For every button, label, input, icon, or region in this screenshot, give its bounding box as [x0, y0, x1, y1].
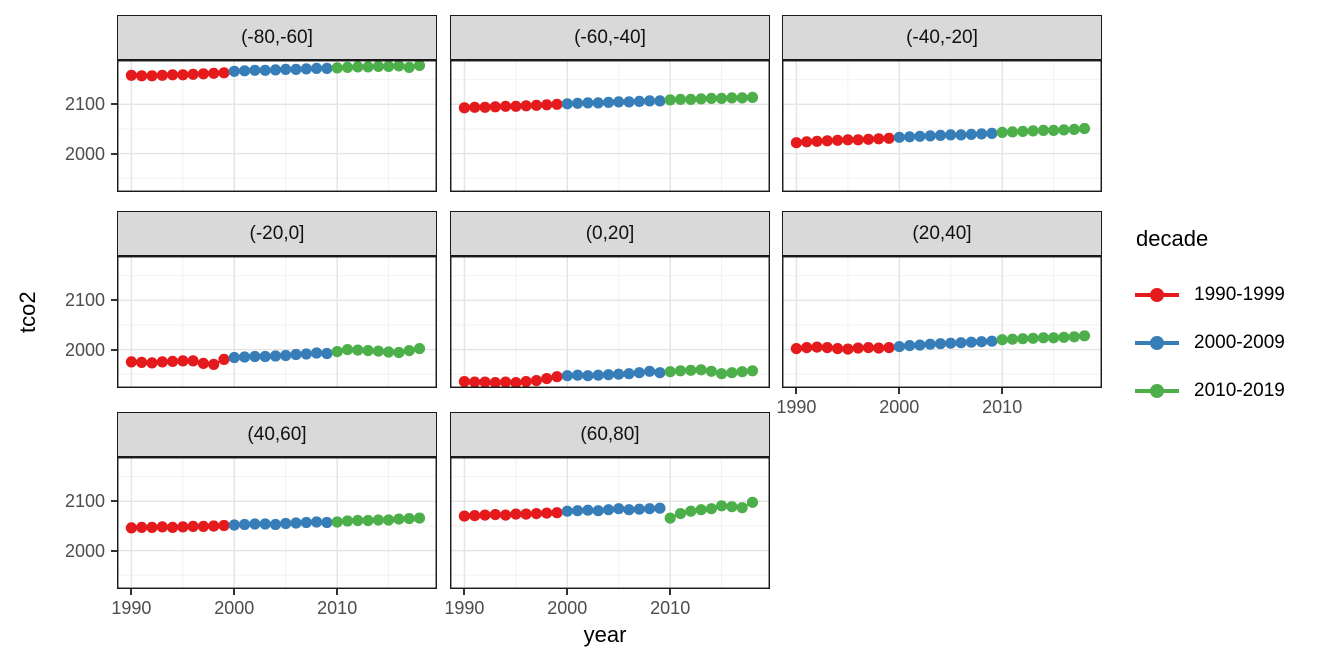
facet-strip: (40,60] [117, 412, 437, 457]
x-tick-mark [1001, 388, 1004, 394]
x-tick-label: 1990 [776, 397, 817, 417]
x-tick-label: 2000 [547, 598, 588, 618]
facet-strip: (-60,-40] [450, 15, 770, 60]
facet-panel [117, 256, 437, 388]
legend-entries: 1990-1999 2000-2009 2010-2019 [1134, 284, 1285, 402]
facet-panel [450, 60, 770, 192]
x-tick-label: 2010 [317, 598, 358, 618]
x-tick-mark [669, 589, 672, 595]
x-tick-mark [336, 589, 339, 595]
legend-key-icon [1135, 288, 1179, 302]
legend-title: decade [1136, 226, 1209, 251]
facet-panel [782, 60, 1102, 192]
facet-panel [117, 60, 437, 192]
facet-strip-label: (60,80] [580, 423, 640, 445]
legend-key-icon [1135, 336, 1179, 350]
x-tick-label: 1990 [111, 598, 152, 618]
x-tick-mark [566, 589, 569, 595]
legend-entry: 2000-2009 [1134, 332, 1285, 354]
facet-strip: (0,20] [450, 211, 770, 256]
legend: decade 1990-1999 2000-2009 2010-2019 [1134, 226, 1285, 428]
y-tick-mark [111, 299, 117, 302]
y-axis-title: tco2 [15, 291, 40, 333]
y-tick-mark [111, 152, 117, 155]
facet-strip: (-40,-20] [782, 15, 1102, 60]
x-tick-mark [898, 388, 901, 394]
x-tick-label: 2010 [650, 598, 691, 618]
facet-panel [117, 457, 437, 589]
x-tick-label: 2000 [879, 397, 920, 417]
y-tick-mark [111, 348, 117, 351]
y-tick-label: 2100 [64, 94, 105, 115]
facet-strip-label: (0,20] [585, 222, 635, 244]
legend-entry: 1990-1999 [1134, 284, 1285, 306]
facet-strip-label: (40,60] [247, 423, 307, 445]
x-tick-mark [233, 589, 236, 595]
y-tick-label: 2000 [64, 143, 105, 164]
legend-entry: 2010-2019 [1134, 380, 1285, 402]
x-axis-title: year [583, 622, 627, 647]
legend-entry-label: 2010-2019 [1194, 380, 1285, 401]
y-tick-label: 2100 [64, 290, 105, 311]
y-tick-mark [111, 549, 117, 552]
y-tick-label: 2000 [64, 339, 105, 360]
facet-strip: (20,40] [782, 211, 1102, 256]
facet-strip: (-80,-60] [117, 15, 437, 60]
y-tick-label: 2100 [64, 491, 105, 512]
x-tick-mark [130, 589, 133, 595]
x-tick-label: 2010 [982, 397, 1023, 417]
facet-strip-label: (20,40] [912, 222, 972, 244]
facet-panel [450, 457, 770, 589]
x-tick-mark [463, 589, 466, 595]
facet-strip-label: (-20,0] [249, 222, 305, 244]
facet-strip-label: (-40,-20] [906, 26, 978, 48]
facet-strip-label: (-60,-40] [574, 26, 646, 48]
facet-strip: (-20,0] [117, 211, 437, 256]
facet-panel [782, 256, 1102, 388]
facet-strip: (60,80] [450, 412, 770, 457]
y-tick-mark [111, 500, 117, 503]
legend-key-icon [1135, 384, 1179, 398]
facet-strip-label: (-80,-60] [241, 26, 313, 48]
x-tick-label: 1990 [444, 598, 485, 618]
legend-entry-label: 1990-1999 [1194, 284, 1285, 305]
x-tick-mark [795, 388, 798, 394]
facet-panel [450, 256, 770, 388]
x-tick-label: 2000 [214, 598, 255, 618]
y-tick-mark [111, 103, 117, 106]
y-tick-label: 2000 [64, 540, 105, 561]
legend-entry-label: 2000-2009 [1194, 332, 1285, 353]
